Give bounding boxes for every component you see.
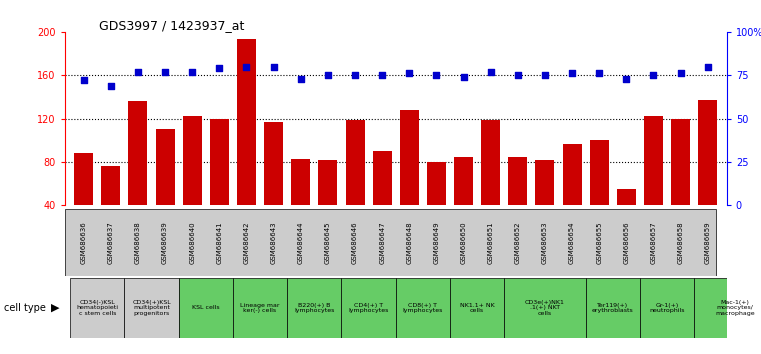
Text: GSM686636: GSM686636 bbox=[81, 221, 87, 264]
Bar bbox=[318, 160, 337, 249]
Bar bbox=[345, 120, 365, 249]
Point bbox=[240, 64, 253, 69]
Bar bbox=[291, 159, 310, 249]
Bar bbox=[671, 119, 690, 249]
Text: GSM686657: GSM686657 bbox=[651, 221, 657, 264]
Point bbox=[648, 73, 660, 78]
Text: GSM686639: GSM686639 bbox=[162, 221, 168, 264]
Bar bbox=[129, 101, 148, 249]
Bar bbox=[617, 189, 636, 249]
Bar bbox=[179, 278, 233, 338]
Point bbox=[186, 69, 199, 75]
Point bbox=[376, 73, 388, 78]
Bar bbox=[640, 278, 694, 338]
Point bbox=[132, 69, 144, 75]
Bar bbox=[74, 153, 93, 249]
Bar bbox=[101, 166, 120, 249]
Bar bbox=[396, 278, 450, 338]
Text: NK1.1+ NK
cells: NK1.1+ NK cells bbox=[460, 303, 495, 313]
Text: KSL cells: KSL cells bbox=[192, 306, 220, 310]
Bar bbox=[644, 116, 663, 249]
Point bbox=[485, 69, 497, 75]
Bar bbox=[590, 140, 609, 249]
Bar bbox=[342, 278, 396, 338]
Text: ▶: ▶ bbox=[51, 303, 59, 313]
Bar bbox=[210, 119, 229, 249]
Text: Gr-1(+)
neutrophils: Gr-1(+) neutrophils bbox=[649, 303, 685, 313]
Bar bbox=[586, 278, 640, 338]
Bar bbox=[237, 39, 256, 249]
Text: GSM686637: GSM686637 bbox=[108, 221, 114, 264]
Text: GSM686649: GSM686649 bbox=[434, 221, 439, 264]
Point bbox=[159, 69, 171, 75]
Point bbox=[322, 73, 334, 78]
Point bbox=[105, 83, 117, 88]
Text: Lineage mar
ker(-) cells: Lineage mar ker(-) cells bbox=[240, 303, 280, 313]
Point bbox=[403, 71, 416, 76]
Text: GSM686641: GSM686641 bbox=[216, 221, 222, 264]
Text: cell type: cell type bbox=[4, 303, 46, 313]
Text: GSM686651: GSM686651 bbox=[488, 221, 494, 264]
Text: GSM686652: GSM686652 bbox=[515, 221, 521, 264]
Text: CD3e(+)NK1
.1(+) NKT
cells: CD3e(+)NK1 .1(+) NKT cells bbox=[525, 300, 565, 316]
Text: B220(+) B
lymphocytes: B220(+) B lymphocytes bbox=[295, 303, 335, 313]
Point bbox=[213, 65, 225, 71]
Point bbox=[511, 73, 524, 78]
Text: GSM686644: GSM686644 bbox=[298, 221, 304, 264]
Bar bbox=[264, 122, 283, 249]
Bar bbox=[536, 160, 555, 249]
Text: GSM686658: GSM686658 bbox=[677, 221, 683, 264]
Bar bbox=[450, 278, 505, 338]
Bar bbox=[454, 156, 473, 249]
Text: Mac-1(+)
monocytes/
macrophage: Mac-1(+) monocytes/ macrophage bbox=[715, 300, 755, 316]
Text: Ter119(+)
erythroblasts: Ter119(+) erythroblasts bbox=[592, 303, 634, 313]
Point bbox=[674, 71, 686, 76]
Bar bbox=[155, 130, 174, 249]
Bar bbox=[400, 110, 419, 249]
Point bbox=[78, 78, 90, 83]
Point bbox=[430, 73, 442, 78]
Text: GSM686653: GSM686653 bbox=[542, 221, 548, 264]
Bar bbox=[427, 162, 446, 249]
Bar bbox=[233, 278, 287, 338]
Bar bbox=[373, 151, 392, 249]
Point bbox=[295, 76, 307, 81]
Text: GSM686650: GSM686650 bbox=[460, 221, 466, 264]
Bar bbox=[287, 278, 342, 338]
Point bbox=[702, 64, 714, 69]
Bar bbox=[70, 278, 124, 338]
Text: GSM686638: GSM686638 bbox=[135, 221, 141, 264]
Bar bbox=[562, 143, 581, 249]
Text: GSM686647: GSM686647 bbox=[379, 221, 385, 264]
Text: GSM686655: GSM686655 bbox=[596, 221, 602, 264]
Point bbox=[268, 64, 280, 69]
Text: GSM686646: GSM686646 bbox=[352, 221, 358, 264]
Text: GSM686643: GSM686643 bbox=[271, 221, 276, 264]
Bar bbox=[699, 100, 718, 249]
Text: GSM686642: GSM686642 bbox=[244, 221, 250, 264]
Bar bbox=[505, 278, 586, 338]
Text: GDS3997 / 1423937_at: GDS3997 / 1423937_at bbox=[99, 19, 244, 33]
Text: GSM686645: GSM686645 bbox=[325, 221, 331, 264]
Text: GSM686648: GSM686648 bbox=[406, 221, 412, 264]
Bar bbox=[183, 116, 202, 249]
Text: CD8(+) T
lymphocytes: CD8(+) T lymphocytes bbox=[403, 303, 443, 313]
Text: GSM686656: GSM686656 bbox=[623, 221, 629, 264]
Text: CD34(+)KSL
multipotent
progenitors: CD34(+)KSL multipotent progenitors bbox=[132, 300, 171, 316]
Point bbox=[620, 76, 632, 81]
Text: GSM686654: GSM686654 bbox=[569, 221, 575, 264]
Text: CD4(+) T
lymphocytes: CD4(+) T lymphocytes bbox=[349, 303, 389, 313]
Point bbox=[566, 71, 578, 76]
Bar bbox=[694, 278, 761, 338]
Point bbox=[539, 73, 551, 78]
Bar bbox=[481, 120, 500, 249]
Point bbox=[349, 73, 361, 78]
Bar bbox=[508, 156, 527, 249]
Bar bbox=[124, 278, 179, 338]
Point bbox=[457, 74, 470, 80]
Text: CD34(-)KSL
hematopoieti
c stem cells: CD34(-)KSL hematopoieti c stem cells bbox=[76, 300, 118, 316]
Text: GSM686659: GSM686659 bbox=[705, 221, 711, 264]
Point bbox=[593, 71, 605, 76]
Text: GSM686640: GSM686640 bbox=[189, 221, 196, 264]
